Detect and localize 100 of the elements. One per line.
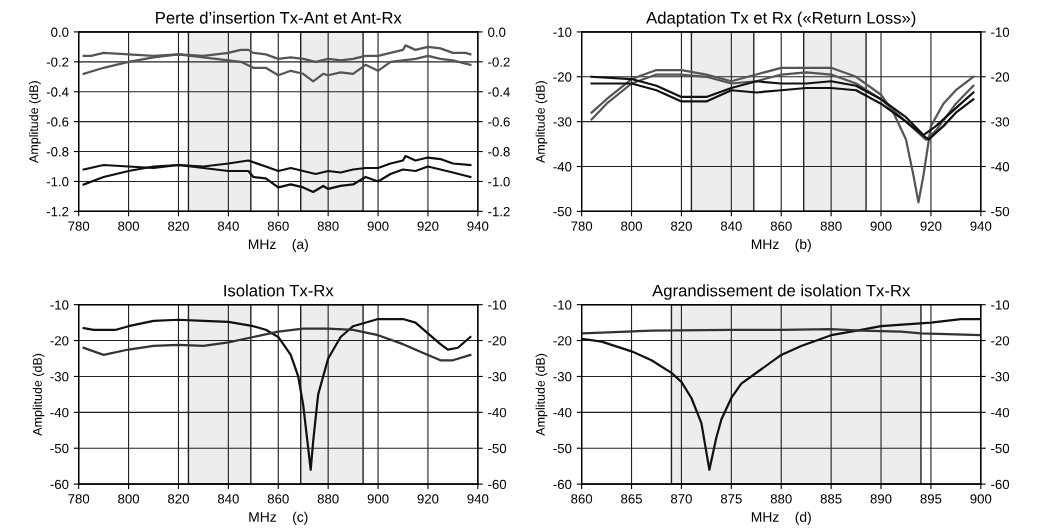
x-tick-label: 940 — [467, 221, 489, 231]
x-tick-label: 865 — [621, 494, 642, 504]
y2-tick-label: -50 — [991, 443, 1010, 454]
x-axis-title: MHz (d) — [751, 511, 811, 525]
y2-tick-label: -0.4 — [488, 87, 510, 97]
line-series — [590, 66, 975, 204]
y-tick-label: -50 — [553, 443, 572, 454]
x-tick-label: 870 — [671, 494, 692, 504]
y2-tick-label: -60 — [488, 479, 507, 490]
x-tick-label: 880 — [770, 494, 792, 504]
x-tick-label: 800 — [118, 221, 140, 231]
x-tick-label: 820 — [671, 221, 692, 231]
chart-title: Agrandissement de isolation Tx-Rx — [652, 284, 911, 300]
x-tick-label: 820 — [168, 221, 189, 231]
y-tick-label: -1.2 — [46, 206, 69, 217]
y2-tick-label: -60 — [991, 479, 1010, 490]
x-tick-label: 900 — [367, 494, 389, 504]
y-axis-title: Amplitude (dB) — [32, 353, 45, 436]
y2-tick-label: -20 — [991, 72, 1010, 82]
y-tick-label: -50 — [50, 443, 69, 454]
y-axis-title: Amplitude (dB) — [535, 81, 548, 163]
y-tick-label: -20 — [553, 336, 572, 346]
x-tick-label: 895 — [920, 494, 942, 504]
y-tick-label: -60 — [553, 479, 572, 490]
y-tick-label: -0.8 — [46, 147, 69, 157]
y-tick-label: -0.6 — [46, 117, 69, 127]
chart-title: Isolation Tx-Rx — [224, 284, 334, 297]
y-tick-label: -10 — [553, 300, 572, 310]
x-tick-label: 800 — [621, 221, 643, 231]
y2-tick-label: -30 — [991, 372, 1010, 382]
x-tick-label: 780 — [68, 221, 90, 231]
x-axis-title: MHz (a) — [248, 238, 308, 252]
y-tick-label: -0.2 — [46, 57, 69, 67]
y2-tick-label: -0.6 — [488, 117, 510, 127]
y2-tick-label: -40 — [991, 407, 1010, 418]
x-tick-label: 860 — [770, 221, 792, 231]
y2-tick-label: -1.0 — [488, 177, 510, 187]
y-tick-label: -0.4 — [46, 87, 69, 97]
x-tick-label: 920 — [417, 494, 439, 504]
y2-tick-label: -30 — [991, 117, 1010, 127]
y2-tick-label: -10 — [991, 27, 1010, 37]
y2-tick-label: -1.2 — [488, 206, 510, 217]
chart-title: Adaptation Tx et Rx («Return Loss») — [646, 11, 916, 28]
line-series — [82, 317, 472, 471]
x-axis-title: MHz (b) — [751, 238, 811, 252]
x-tick-label: 940 — [467, 494, 489, 504]
y2-tick-label: -20 — [488, 336, 507, 346]
line-series — [581, 317, 981, 471]
y2-tick-label: -50 — [991, 206, 1010, 217]
y-tick-label: -30 — [553, 117, 572, 127]
y-tick-label: -50 — [553, 206, 572, 217]
y-tick-label: -30 — [50, 372, 69, 382]
y2-tick-label: -40 — [991, 162, 1010, 172]
y-tick-label: -20 — [553, 72, 572, 82]
x-tick-label: 860 — [571, 494, 593, 504]
x-tick-label: 880 — [820, 221, 842, 231]
y2-tick-label: -40 — [488, 407, 507, 418]
x-tick-label: 840 — [217, 221, 239, 231]
y-tick-label: -40 — [50, 407, 69, 418]
x-tick-label: 880 — [317, 494, 339, 504]
x-tick-label: 860 — [267, 494, 289, 504]
x-tick-label: 875 — [720, 494, 742, 504]
x-tick-label: 840 — [217, 494, 239, 504]
x-tick-label: 800 — [118, 494, 140, 504]
line-series — [581, 327, 981, 337]
y2-tick-label: -50 — [488, 443, 507, 454]
x-tick-label: 780 — [571, 221, 593, 231]
x-tick-label: 880 — [317, 221, 339, 231]
x-axis-title: MHz (c) — [249, 511, 308, 525]
x-tick-label: 885 — [820, 494, 842, 504]
x-tick-label: 860 — [267, 221, 289, 231]
x-tick-label: 900 — [367, 221, 389, 231]
y-tick-label: -1.0 — [46, 177, 69, 187]
y2-tick-label: -10 — [991, 300, 1010, 310]
y-tick-label: -20 — [50, 336, 69, 346]
y-axis-title: Amplitude (dB) — [29, 81, 41, 163]
y2-tick-label: -10 — [488, 300, 507, 310]
y2-tick-label: -30 — [488, 372, 507, 382]
x-tick-label: 890 — [870, 494, 892, 504]
y2-tick-label: -20 — [991, 336, 1010, 346]
chart-title: Perte d’insertion Tx-Ant et Ant-Rx — [156, 11, 402, 24]
y-tick-label: -40 — [553, 407, 572, 418]
x-tick-label: 820 — [168, 494, 189, 504]
x-tick-label: 940 — [970, 221, 992, 231]
y-tick-label: -60 — [50, 479, 69, 490]
x-tick-label: 780 — [68, 494, 90, 504]
y-tick-label: -10 — [553, 27, 572, 37]
y-axis-title: Amplitude (dB) — [535, 353, 548, 436]
y2-tick-label: -0.2 — [488, 57, 510, 67]
y-tick-label: -40 — [553, 162, 572, 172]
y-tick-label: -30 — [553, 372, 572, 382]
x-tick-label: 920 — [920, 221, 942, 231]
x-tick-label: 840 — [720, 221, 742, 231]
x-tick-label: 900 — [870, 221, 892, 231]
y2-tick-label: -0.8 — [488, 147, 510, 157]
y-tick-label: -10 — [50, 300, 69, 310]
x-tick-label: 920 — [417, 221, 439, 231]
y-tick-label: 0.0 — [51, 27, 69, 37]
y2-tick-label: 0.0 — [488, 27, 506, 37]
x-tick-label: 900 — [970, 494, 992, 504]
